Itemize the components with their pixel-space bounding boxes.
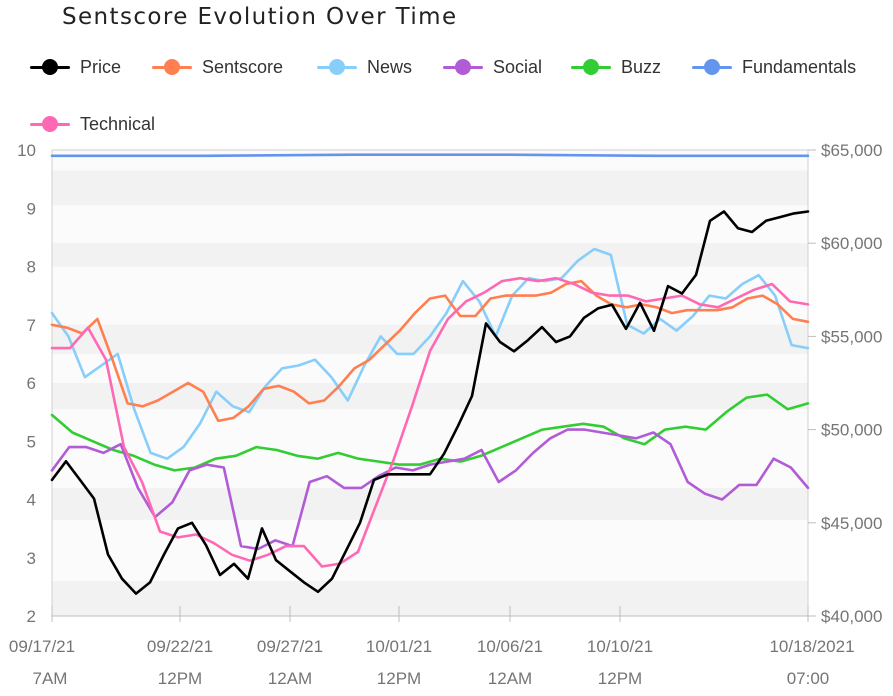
series-line-buzz xyxy=(50,393,810,472)
y-tick-label: 4 xyxy=(27,491,36,510)
x-tick-date: 10/10/21 xyxy=(587,637,653,656)
legend-item-buzz[interactable]: Buzz xyxy=(569,54,661,80)
grid-band xyxy=(52,581,808,616)
legend-dot xyxy=(42,116,58,132)
y2-tick-label: $45,000 xyxy=(821,514,882,533)
y2-tick-label: $60,000 xyxy=(821,234,882,253)
x-tick-date: 09/22/21 xyxy=(147,637,213,656)
legend-swatch xyxy=(28,115,72,133)
series-line-price xyxy=(50,210,810,595)
y-tick-label: 3 xyxy=(27,549,36,568)
legend-swatch xyxy=(28,58,72,76)
legend-swatch xyxy=(150,58,194,76)
legend-dot xyxy=(583,59,599,75)
y2-tick-label: $40,000 xyxy=(821,607,882,626)
x-tick-time: 12PM xyxy=(158,669,202,688)
legend-swatch xyxy=(441,58,485,76)
y-tick-label: 2 xyxy=(27,607,36,626)
legend-dot xyxy=(704,59,720,75)
legend-dot xyxy=(329,59,345,75)
x-tick-time: 12AM xyxy=(268,669,312,688)
legend-item-price[interactable]: Price xyxy=(28,54,121,80)
x-tick-date: 10/06/21 xyxy=(477,637,543,656)
x-tick-time: 12PM xyxy=(598,669,642,688)
x-tick-time: 12PM xyxy=(377,669,421,688)
legend-dot xyxy=(42,59,58,75)
legend-swatch xyxy=(690,58,734,76)
x-tick-time: 12AM xyxy=(488,669,532,688)
grid-band xyxy=(52,170,808,206)
legend-label: Technical xyxy=(80,113,156,134)
legend-item-sentscore[interactable]: Sentscore xyxy=(150,54,283,80)
series-line-sentscore xyxy=(50,279,810,423)
x-tick-date: 10/01/21 xyxy=(366,637,432,656)
legend-item-news[interactable]: News xyxy=(315,54,412,80)
chart-title: Sentscore Evolution Over Time xyxy=(62,4,458,30)
y-tick-label: 9 xyxy=(27,199,36,218)
legend-label: Fundamentals xyxy=(742,56,857,77)
y-tick-label: 5 xyxy=(27,432,36,451)
y-tick-label: 6 xyxy=(27,374,36,393)
series-line-technical xyxy=(50,276,810,568)
x-tick-time: 07:00 xyxy=(787,669,830,688)
series-line-news xyxy=(50,247,810,461)
legend-item-fundamentals[interactable]: Fundamentals xyxy=(690,54,856,80)
x-tick-time: 7AM xyxy=(33,669,68,688)
y2-tick-label: $55,000 xyxy=(821,327,882,346)
legend-label: Sentscore xyxy=(202,56,284,77)
y-tick-label: 8 xyxy=(27,258,36,277)
series-line-fundamentals xyxy=(50,153,810,158)
legend-label: Social xyxy=(493,56,543,77)
legend-swatch xyxy=(315,58,359,76)
x-tick-date: 10/18/2021 xyxy=(769,637,854,656)
y2-tick-label: $65,000 xyxy=(821,141,882,160)
legend-swatch xyxy=(569,58,613,76)
grid-band xyxy=(52,243,808,267)
legend-dot xyxy=(164,59,180,75)
x-tick-date: 09/17/21 xyxy=(9,637,75,656)
legend-label: Price xyxy=(80,56,122,77)
grid-band xyxy=(52,487,808,520)
y-tick-label: 10 xyxy=(17,141,36,160)
x-tick-date: 09/27/21 xyxy=(257,637,323,656)
legend-item-social[interactable]: Social xyxy=(441,54,542,80)
legend-label: Buzz xyxy=(621,56,662,77)
legend-dot xyxy=(455,59,471,75)
y-tick-label: 7 xyxy=(27,316,36,335)
y2-tick-label: $50,000 xyxy=(821,421,882,440)
series-line-social xyxy=(50,428,810,551)
legend-label: News xyxy=(367,56,413,77)
legend-item-technical[interactable]: Technical xyxy=(28,111,155,137)
